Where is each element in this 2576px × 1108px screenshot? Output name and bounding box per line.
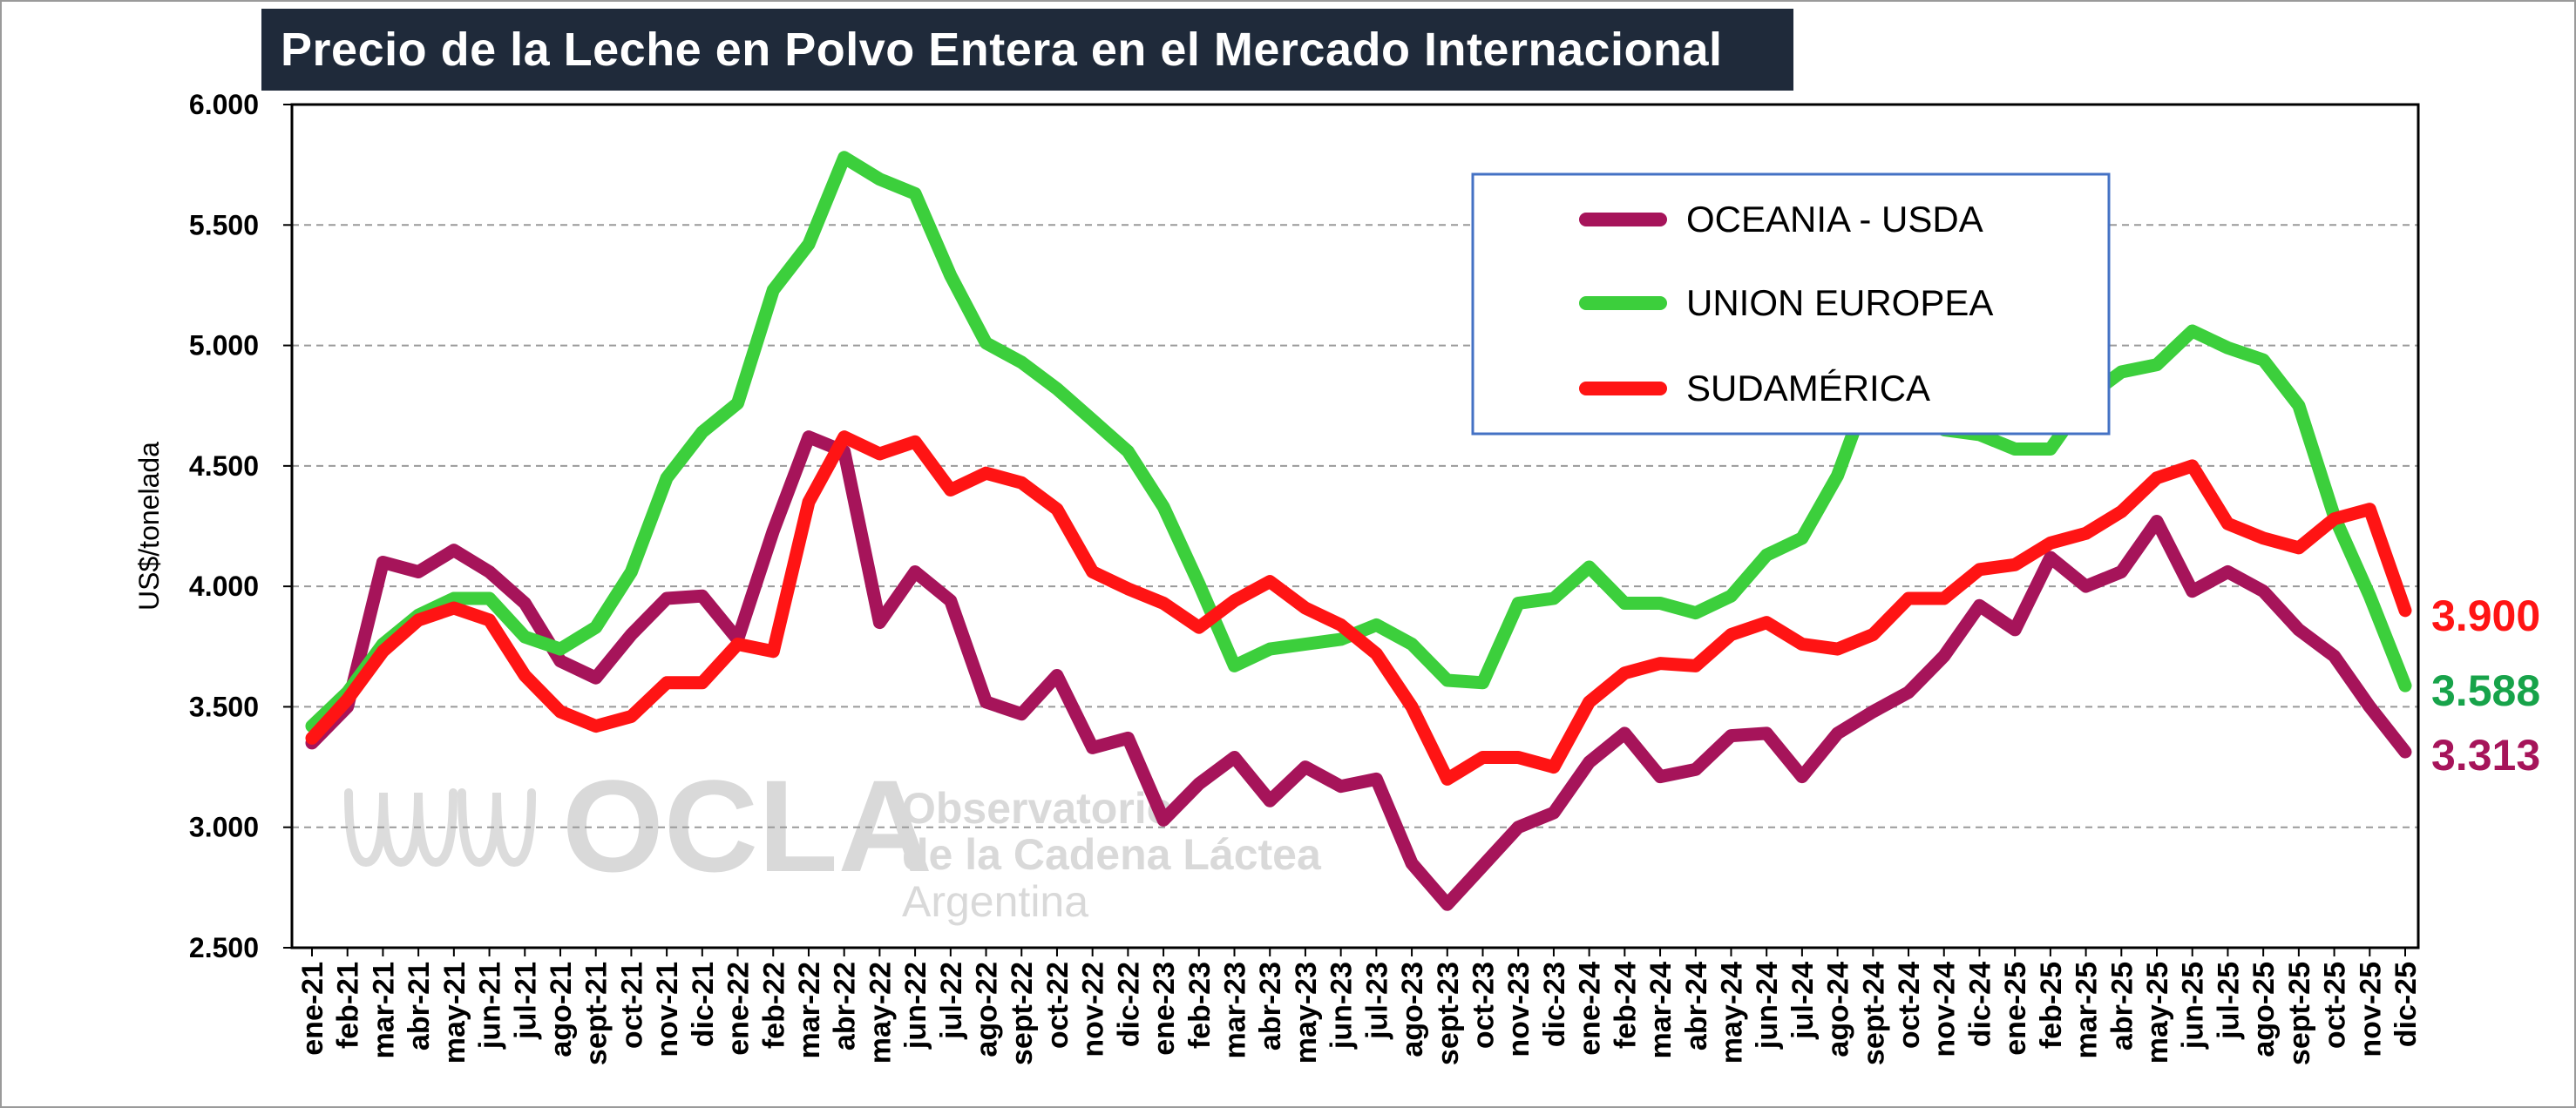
x-tick-label: ago-24 xyxy=(1822,962,1855,1057)
x-tick-label: abr-21 xyxy=(403,962,436,1051)
x-tick-label: nov-25 xyxy=(2354,962,2387,1057)
x-tick-label: abr-25 xyxy=(2105,962,2139,1051)
y-tick-label: 4.500 xyxy=(189,450,259,482)
chart-title: Precio de la Leche en Polvo Entera en el… xyxy=(261,9,1793,91)
x-tick-label: mar-22 xyxy=(793,962,826,1059)
x-tick-label: jul-23 xyxy=(1360,962,1393,1040)
x-tick-label: abr-23 xyxy=(1254,962,1287,1051)
ocla-logo-text: OCLA xyxy=(562,753,932,899)
x-tick-label: sept-23 xyxy=(1432,962,1465,1065)
x-tick-label: jun-24 xyxy=(1751,962,1784,1050)
x-tick-label: abr-22 xyxy=(829,962,862,1051)
x-tick-label: nov-22 xyxy=(1077,962,1110,1057)
x-tick-label: dic-22 xyxy=(1112,962,1145,1047)
x-tick-label: may-24 xyxy=(1715,962,1748,1064)
watermark-line2: de la Cadena Láctea xyxy=(902,830,1322,879)
x-tick-label: ene-24 xyxy=(1574,962,1607,1056)
x-tick-label: feb-24 xyxy=(1609,962,1642,1049)
y-tick-label: 2.500 xyxy=(189,932,259,963)
ocla-logo-waves xyxy=(344,788,536,868)
x-tick-label: ene-21 xyxy=(296,962,329,1056)
series-line-oceania xyxy=(305,430,2412,911)
ocla-watermark: OCLA Observatorio de la Cadena Láctea Ar… xyxy=(344,753,1322,926)
series-line-sudamerica xyxy=(305,430,2412,786)
end-label-oceania: 3.313 xyxy=(2431,731,2540,780)
x-tick-label: may-21 xyxy=(438,962,471,1064)
x-tick-label: mar-24 xyxy=(1644,962,1678,1059)
x-tick-label: feb-23 xyxy=(1183,962,1217,1049)
x-tick-label: may-23 xyxy=(1290,962,1323,1064)
legend: OCEANIA - USDA UNION EUROPEA SUDAMÉRICA xyxy=(1471,172,2111,436)
x-tick-label: ago-23 xyxy=(1396,962,1429,1057)
plot-area-border xyxy=(290,103,2420,949)
x-tick-label: ago-22 xyxy=(971,962,1004,1057)
x-tick-label: jul-25 xyxy=(2212,962,2245,1040)
x-tick-label: jul-22 xyxy=(935,962,968,1040)
x-tick-label: nov-24 xyxy=(1929,962,1962,1057)
x-tick-label: feb-21 xyxy=(332,962,365,1049)
watermark-line1: Observatorio xyxy=(902,784,1173,833)
x-tick-label: jun-21 xyxy=(474,962,507,1050)
x-tick-label: may-25 xyxy=(2141,962,2174,1064)
x-tick-label: ene-25 xyxy=(1999,962,2032,1056)
x-tick-label: jun-23 xyxy=(1325,962,1359,1050)
x-tick-label: dic-21 xyxy=(687,962,720,1047)
x-tick-label: ene-23 xyxy=(1148,962,1181,1056)
x-tick-label: dic-24 xyxy=(1963,962,1996,1047)
x-tick-label: ago-21 xyxy=(545,962,578,1057)
x-tick-label: nov-23 xyxy=(1502,962,1535,1057)
end-label-sudamerica: 3.900 xyxy=(2431,591,2540,640)
x-tick-label: oct-21 xyxy=(615,962,648,1049)
x-tick-label: sept-24 xyxy=(1857,962,1890,1065)
x-tick-label: feb-25 xyxy=(2035,962,2068,1049)
legend-label-sudamerica: SUDAMÉRICA xyxy=(1686,368,1930,409)
x-tick-label: feb-22 xyxy=(757,962,790,1049)
legend-label-ue: UNION EUROPEA xyxy=(1686,282,1993,323)
x-tick-label: jul-24 xyxy=(1786,962,1820,1040)
y-axis-label: US$/tonelada xyxy=(133,442,165,611)
series-lines xyxy=(305,151,2412,911)
x-tick-label: mar-21 xyxy=(367,962,400,1059)
x-tick-label: dic-25 xyxy=(2390,962,2423,1047)
y-tick-label: 4.000 xyxy=(189,571,259,602)
x-tick-label: sept-21 xyxy=(580,962,613,1065)
y-axis: 2.500 3.000 3.500 4.000 4.500 5.000 5.500 6.000 xyxy=(189,89,292,963)
x-tick-label: oct-25 xyxy=(2319,962,2352,1049)
y-tick-label: 5.500 xyxy=(189,209,259,240)
x-tick-label: jun-25 xyxy=(2177,962,2210,1050)
x-tick-label: oct-23 xyxy=(1467,962,1500,1049)
x-tick-label: oct-24 xyxy=(1893,962,1926,1049)
x-tick-label: mar-25 xyxy=(2071,962,2104,1059)
legend-label-oceania: OCEANIA - USDA xyxy=(1686,199,1983,240)
x-tick-label: sept-25 xyxy=(2283,962,2316,1065)
x-axis: ene-21 feb-21 mar-21 abr-21 may-21 jun-21 jul-… xyxy=(296,948,2423,1065)
y-tick-label: 5.000 xyxy=(189,330,259,361)
end-label-ue: 3.588 xyxy=(2431,666,2540,715)
x-tick-label: dic-23 xyxy=(1538,962,1571,1047)
y-tick-label: 6.000 xyxy=(189,89,259,120)
x-tick-label: ago-25 xyxy=(2247,962,2281,1057)
x-tick-label: jun-22 xyxy=(899,962,932,1050)
legend-box xyxy=(1471,172,2111,436)
x-tick-label: abr-24 xyxy=(1680,962,1713,1051)
x-tick-label: may-22 xyxy=(864,962,897,1064)
x-tick-label: sept-22 xyxy=(1006,962,1039,1065)
x-tick-label: oct-22 xyxy=(1041,962,1074,1049)
watermark-line3: Argentina xyxy=(902,877,1088,926)
y-tick-label: 3.000 xyxy=(189,812,259,843)
y-tick-label: 3.500 xyxy=(189,691,259,722)
x-tick-label: ene-22 xyxy=(722,962,756,1056)
x-tick-label: jul-21 xyxy=(509,962,542,1040)
x-tick-label: mar-23 xyxy=(1219,962,1252,1059)
x-tick-label: nov-21 xyxy=(651,962,684,1057)
